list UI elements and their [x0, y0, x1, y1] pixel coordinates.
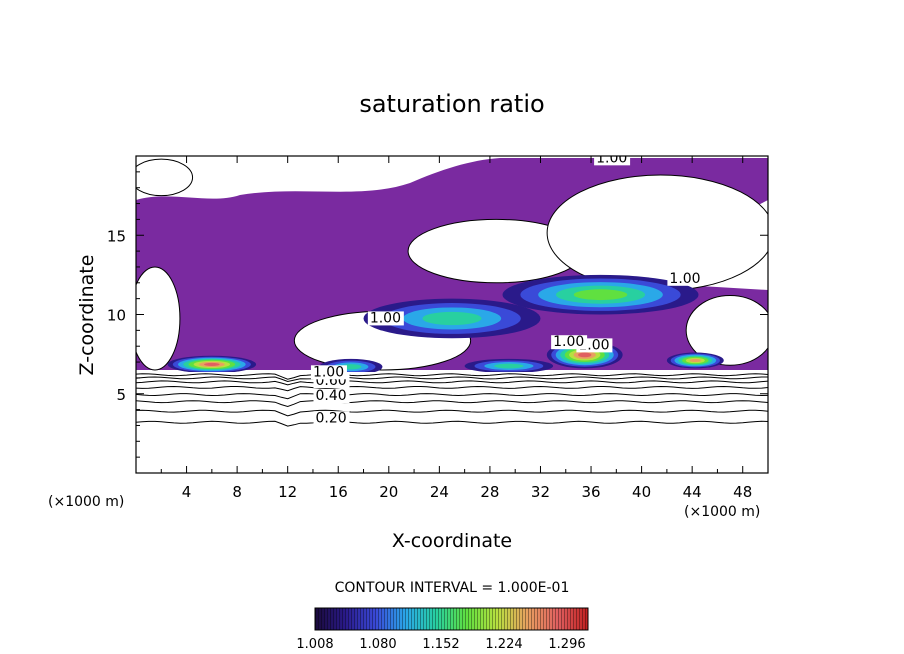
x-tick-label: 32 — [531, 483, 550, 501]
colorbar-stripes — [315, 608, 588, 630]
supersaturated-band-upper-cloud-32-44 — [502, 274, 699, 315]
contour-label-bg — [313, 389, 350, 404]
x-tick-label: 12 — [278, 483, 297, 501]
contour-label-bg — [594, 156, 631, 166]
contour-label-bg — [313, 411, 350, 426]
contour-labels: 0.200.400.601.001.001.001.001.001.00 — [310, 150, 704, 426]
subsaturated-region-right-lower-clear — [685, 294, 768, 366]
band-level — [422, 311, 482, 326]
band-level — [689, 358, 702, 363]
supersaturated-band-low-band-east — [666, 352, 724, 369]
x-axis-ticks: 4 8 12 16 20 24 28 32 36 40 44 48 — [160, 156, 769, 501]
colorbar: 1.008 1.080 1.152 1.224 1.296 — [296, 607, 589, 652]
x-tick-label: 20 — [379, 483, 398, 501]
y-tick-label: 15 — [107, 227, 126, 245]
contour-label: 1.00 — [669, 271, 700, 287]
x-unit-right: (×1000 m) — [684, 504, 760, 520]
contour-lines — [136, 373, 768, 427]
contour-line-0.5 — [136, 393, 768, 400]
y-axis-ticks: 5 10 15 — [107, 171, 768, 458]
band-level — [573, 289, 628, 301]
contour-label-bg — [667, 271, 704, 286]
subsaturated-region-left-lower-clear — [136, 266, 181, 371]
subsaturated-region-right-upper-clear — [546, 174, 768, 292]
y-tick-label: 5 — [116, 386, 126, 404]
subsaturated-region-left-upper-clear — [136, 158, 194, 197]
supersaturated-band-mid-cloud-24-32 — [363, 298, 541, 339]
contour-label: 1.00 — [553, 334, 584, 350]
contour-line-0.7 — [136, 380, 768, 386]
band-level — [204, 362, 220, 366]
contour-label: 1.00 — [313, 364, 344, 380]
chart-title: saturation ratio — [359, 90, 544, 118]
x-tick-label: 36 — [581, 483, 600, 501]
supersaturated-band-low-band-west — [167, 355, 257, 374]
contour-line-0.4 — [136, 400, 768, 408]
contour-line-0.2 — [136, 420, 768, 427]
colorbar-tick-labels: 1.008 1.080 1.152 1.224 1.296 — [296, 637, 585, 652]
contour-label: 0.40 — [315, 388, 346, 404]
y-axis-label: Z-coordinate — [76, 255, 98, 376]
contour-line-0.8 — [136, 376, 768, 383]
contour-label: 1.00 — [370, 310, 401, 326]
contour-line-0.3 — [136, 409, 768, 417]
colorbar-tick-label: 1.008 — [296, 637, 333, 652]
x-tick-label: 16 — [329, 483, 348, 501]
contour-label-bg — [310, 365, 347, 380]
plot-area: 0.200.400.601.001.001.001.001.001.00 — [136, 150, 768, 473]
supersaturated-band-low-band-mid — [464, 358, 554, 374]
contour-label: 1.00 — [596, 150, 627, 166]
contour-line-0.9 — [136, 373, 768, 380]
x-tick-label: 40 — [632, 483, 651, 501]
colorbar-tick-label: 1.080 — [359, 637, 396, 652]
contour-line-0.6 — [136, 385, 768, 392]
colorbar-tick-label: 1.296 — [548, 637, 585, 652]
x-tick-label: 8 — [232, 483, 242, 501]
colorbar-tick-label: 1.224 — [485, 637, 522, 652]
x-tick-label: 48 — [733, 483, 752, 501]
band-level — [578, 352, 592, 358]
contour-label: 0.20 — [315, 410, 346, 426]
colorbar-tick-label: 1.152 — [422, 637, 459, 652]
band-level — [494, 363, 524, 369]
x-tick-label: 44 — [683, 483, 702, 501]
contour-label-bg — [551, 335, 588, 350]
x-tick-label: 4 — [182, 483, 192, 501]
x-tick-label: 24 — [430, 483, 449, 501]
contour-label-bg — [367, 311, 404, 326]
x-axis-label: X-coordinate — [392, 530, 512, 552]
colorbar-frame — [314, 607, 589, 631]
x-tick-label: 28 — [480, 483, 499, 501]
y-tick-label: 10 — [107, 307, 126, 325]
x-unit-left: (×1000 m) — [48, 494, 124, 510]
contour-interval-label: CONTOUR INTERVAL = 1.000E-01 — [335, 580, 570, 596]
